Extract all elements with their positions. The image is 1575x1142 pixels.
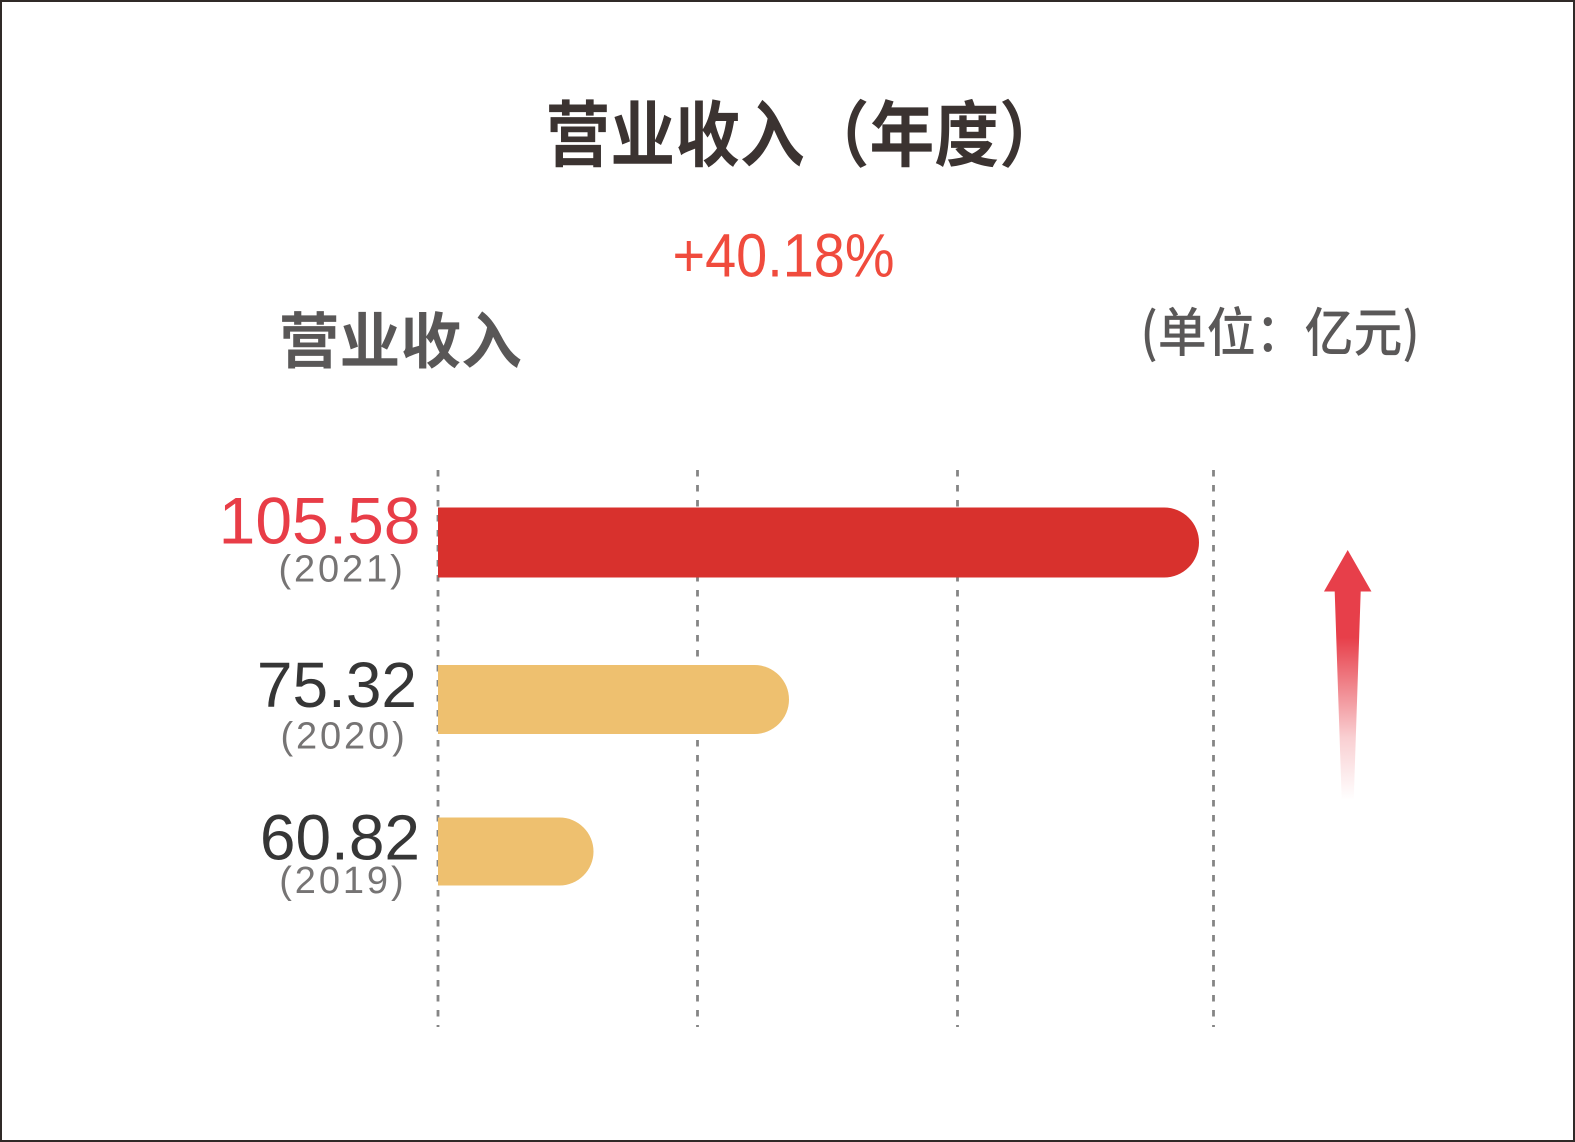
svg-text:+40.18%: +40.18% [673, 222, 895, 290]
svg-text:(2019): (2019) [279, 860, 406, 902]
svg-text:(2020): (2020) [280, 716, 407, 758]
svg-text:75.32: 75.32 [257, 649, 417, 721]
svg-text:105.58: 105.58 [219, 484, 421, 558]
svg-text:60.82: 60.82 [260, 802, 420, 874]
svg-text:(2021): (2021) [278, 549, 405, 591]
